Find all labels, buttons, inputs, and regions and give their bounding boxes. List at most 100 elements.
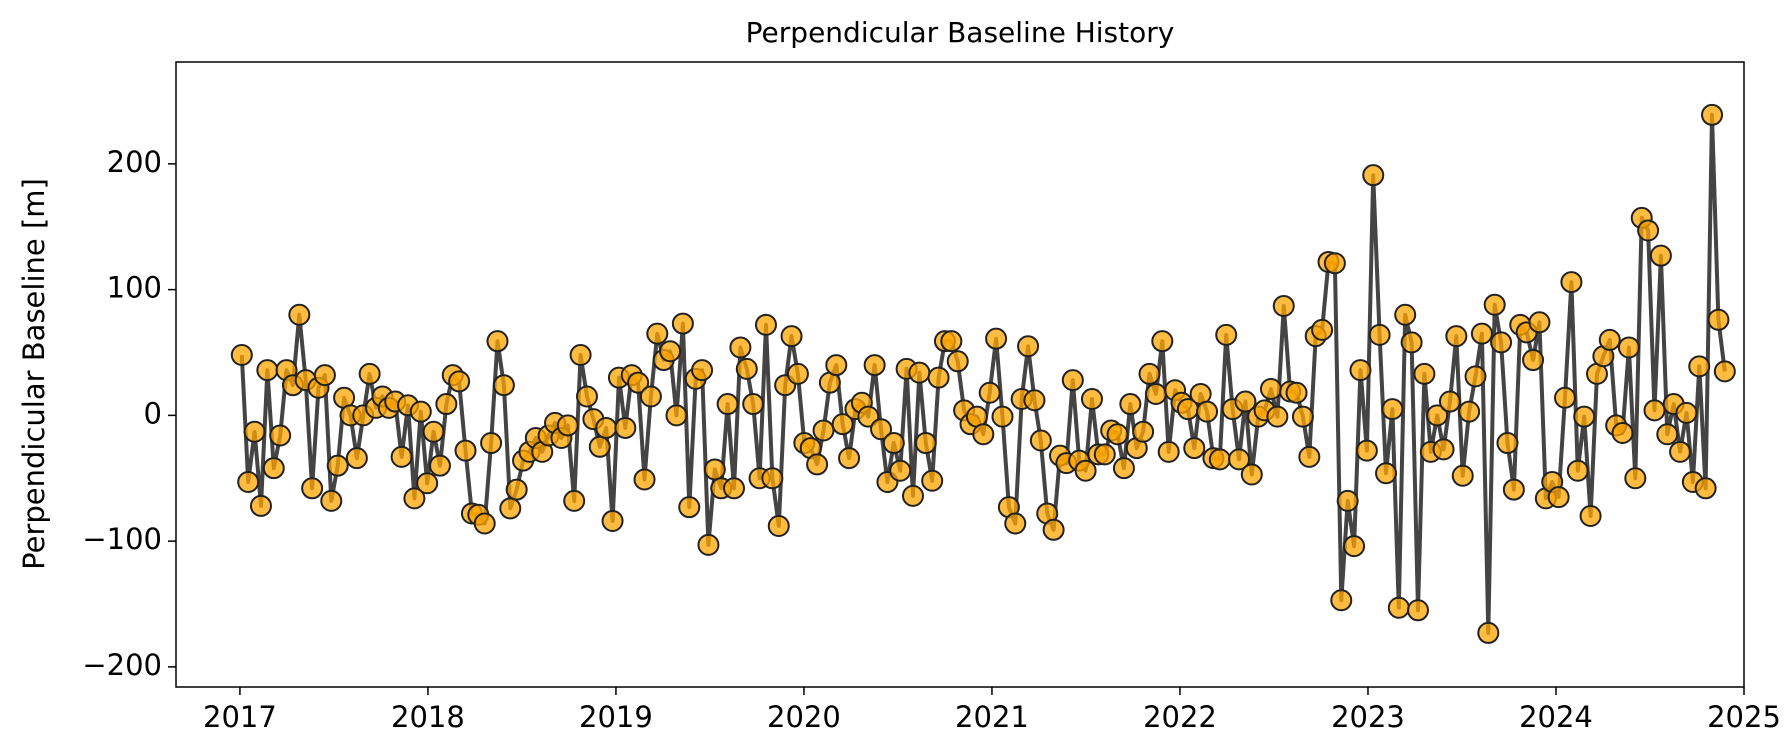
data-point xyxy=(601,510,624,533)
data-point xyxy=(1215,323,1238,346)
data-point xyxy=(1406,599,1429,622)
data-point xyxy=(1617,336,1640,359)
data-point xyxy=(691,359,714,382)
data-point xyxy=(1228,448,1251,471)
data-point xyxy=(1208,448,1231,471)
data-point xyxy=(678,496,701,519)
data-point xyxy=(403,487,426,510)
data-point xyxy=(1375,462,1398,485)
data-point xyxy=(595,416,618,439)
data-point xyxy=(1355,439,1378,462)
data-point xyxy=(1343,535,1366,558)
data-point xyxy=(480,432,503,455)
data-point xyxy=(914,432,937,455)
data-point xyxy=(735,357,758,380)
data-point xyxy=(1080,388,1103,411)
data-point xyxy=(1349,359,1372,382)
data-point xyxy=(1400,331,1423,354)
data-point xyxy=(1298,445,1321,468)
data-point xyxy=(825,354,848,377)
data-point xyxy=(646,322,669,345)
y-tick-label: −200 xyxy=(82,648,162,682)
data-point xyxy=(742,393,765,416)
y-axis-label: Perpendicular Baseline [m] xyxy=(17,178,51,570)
data-point xyxy=(978,381,1001,404)
data-point xyxy=(1132,420,1155,443)
data-point xyxy=(1669,440,1692,463)
data-point xyxy=(1004,512,1027,535)
data-point xyxy=(326,454,349,477)
data-point xyxy=(1464,365,1487,388)
data-point xyxy=(454,439,477,462)
data-point xyxy=(723,477,746,500)
data-point xyxy=(985,327,1008,350)
data-point xyxy=(448,370,471,393)
data-point xyxy=(716,393,739,416)
data-point xyxy=(1438,390,1461,413)
x-tick-label: 2025 xyxy=(1707,700,1781,734)
data-point xyxy=(806,453,829,476)
data-point xyxy=(1496,432,1519,455)
data-point xyxy=(786,362,809,385)
data-point xyxy=(1477,621,1500,644)
data-point xyxy=(249,494,272,517)
data-point xyxy=(345,447,368,470)
data-point xyxy=(499,497,522,520)
x-tick-label: 2018 xyxy=(391,700,465,734)
y-tick-label: 0 xyxy=(144,396,162,430)
data-point xyxy=(627,371,650,394)
data-point xyxy=(428,454,451,477)
x-tick-label: 2022 xyxy=(1143,700,1217,734)
data-point xyxy=(838,447,861,470)
data-point xyxy=(1093,443,1116,466)
data-point xyxy=(697,533,720,556)
data-point xyxy=(729,336,752,359)
data-point xyxy=(473,512,496,535)
data-point xyxy=(1029,429,1052,452)
data-point xyxy=(1554,386,1577,409)
data-point xyxy=(588,435,611,458)
data-point xyxy=(1285,381,1308,404)
y-tick-label: −100 xyxy=(82,522,162,556)
data-point xyxy=(1675,401,1698,424)
data-point xyxy=(1451,464,1474,487)
data-point xyxy=(422,420,445,443)
data-point xyxy=(1560,271,1583,294)
data-point xyxy=(1688,355,1711,378)
data-point xyxy=(486,330,509,353)
data-point xyxy=(269,424,292,447)
data-point xyxy=(416,472,439,495)
data-point xyxy=(1151,330,1174,353)
data-point xyxy=(1547,486,1570,509)
data-point xyxy=(908,361,931,384)
x-tick-label: 2024 xyxy=(1519,700,1593,734)
data-point xyxy=(1368,323,1391,346)
data-point xyxy=(1394,303,1417,326)
x-tick-label: 2023 xyxy=(1331,700,1405,734)
data-point xyxy=(1483,293,1506,316)
data-point xyxy=(1336,489,1359,512)
data-point xyxy=(1266,405,1289,428)
data-point xyxy=(1311,318,1334,341)
data-point xyxy=(1490,331,1513,354)
data-point xyxy=(940,330,963,353)
data-point xyxy=(863,354,886,377)
data-point xyxy=(889,459,912,482)
data-point xyxy=(946,350,969,373)
data-point xyxy=(927,366,950,389)
data-point xyxy=(1157,440,1180,463)
data-point xyxy=(754,313,777,336)
plot-frame xyxy=(175,61,1745,688)
data-point xyxy=(1573,405,1596,428)
x-tick-label: 2019 xyxy=(579,700,653,734)
data-point xyxy=(237,471,260,494)
data-point xyxy=(320,489,343,512)
data-point xyxy=(1528,311,1551,334)
data-point xyxy=(1598,328,1621,351)
data-point xyxy=(1579,504,1602,527)
data-point xyxy=(1649,244,1672,267)
data-point xyxy=(1637,219,1660,242)
data-point xyxy=(1694,477,1717,500)
data-point xyxy=(569,344,592,367)
data-point xyxy=(870,418,893,441)
